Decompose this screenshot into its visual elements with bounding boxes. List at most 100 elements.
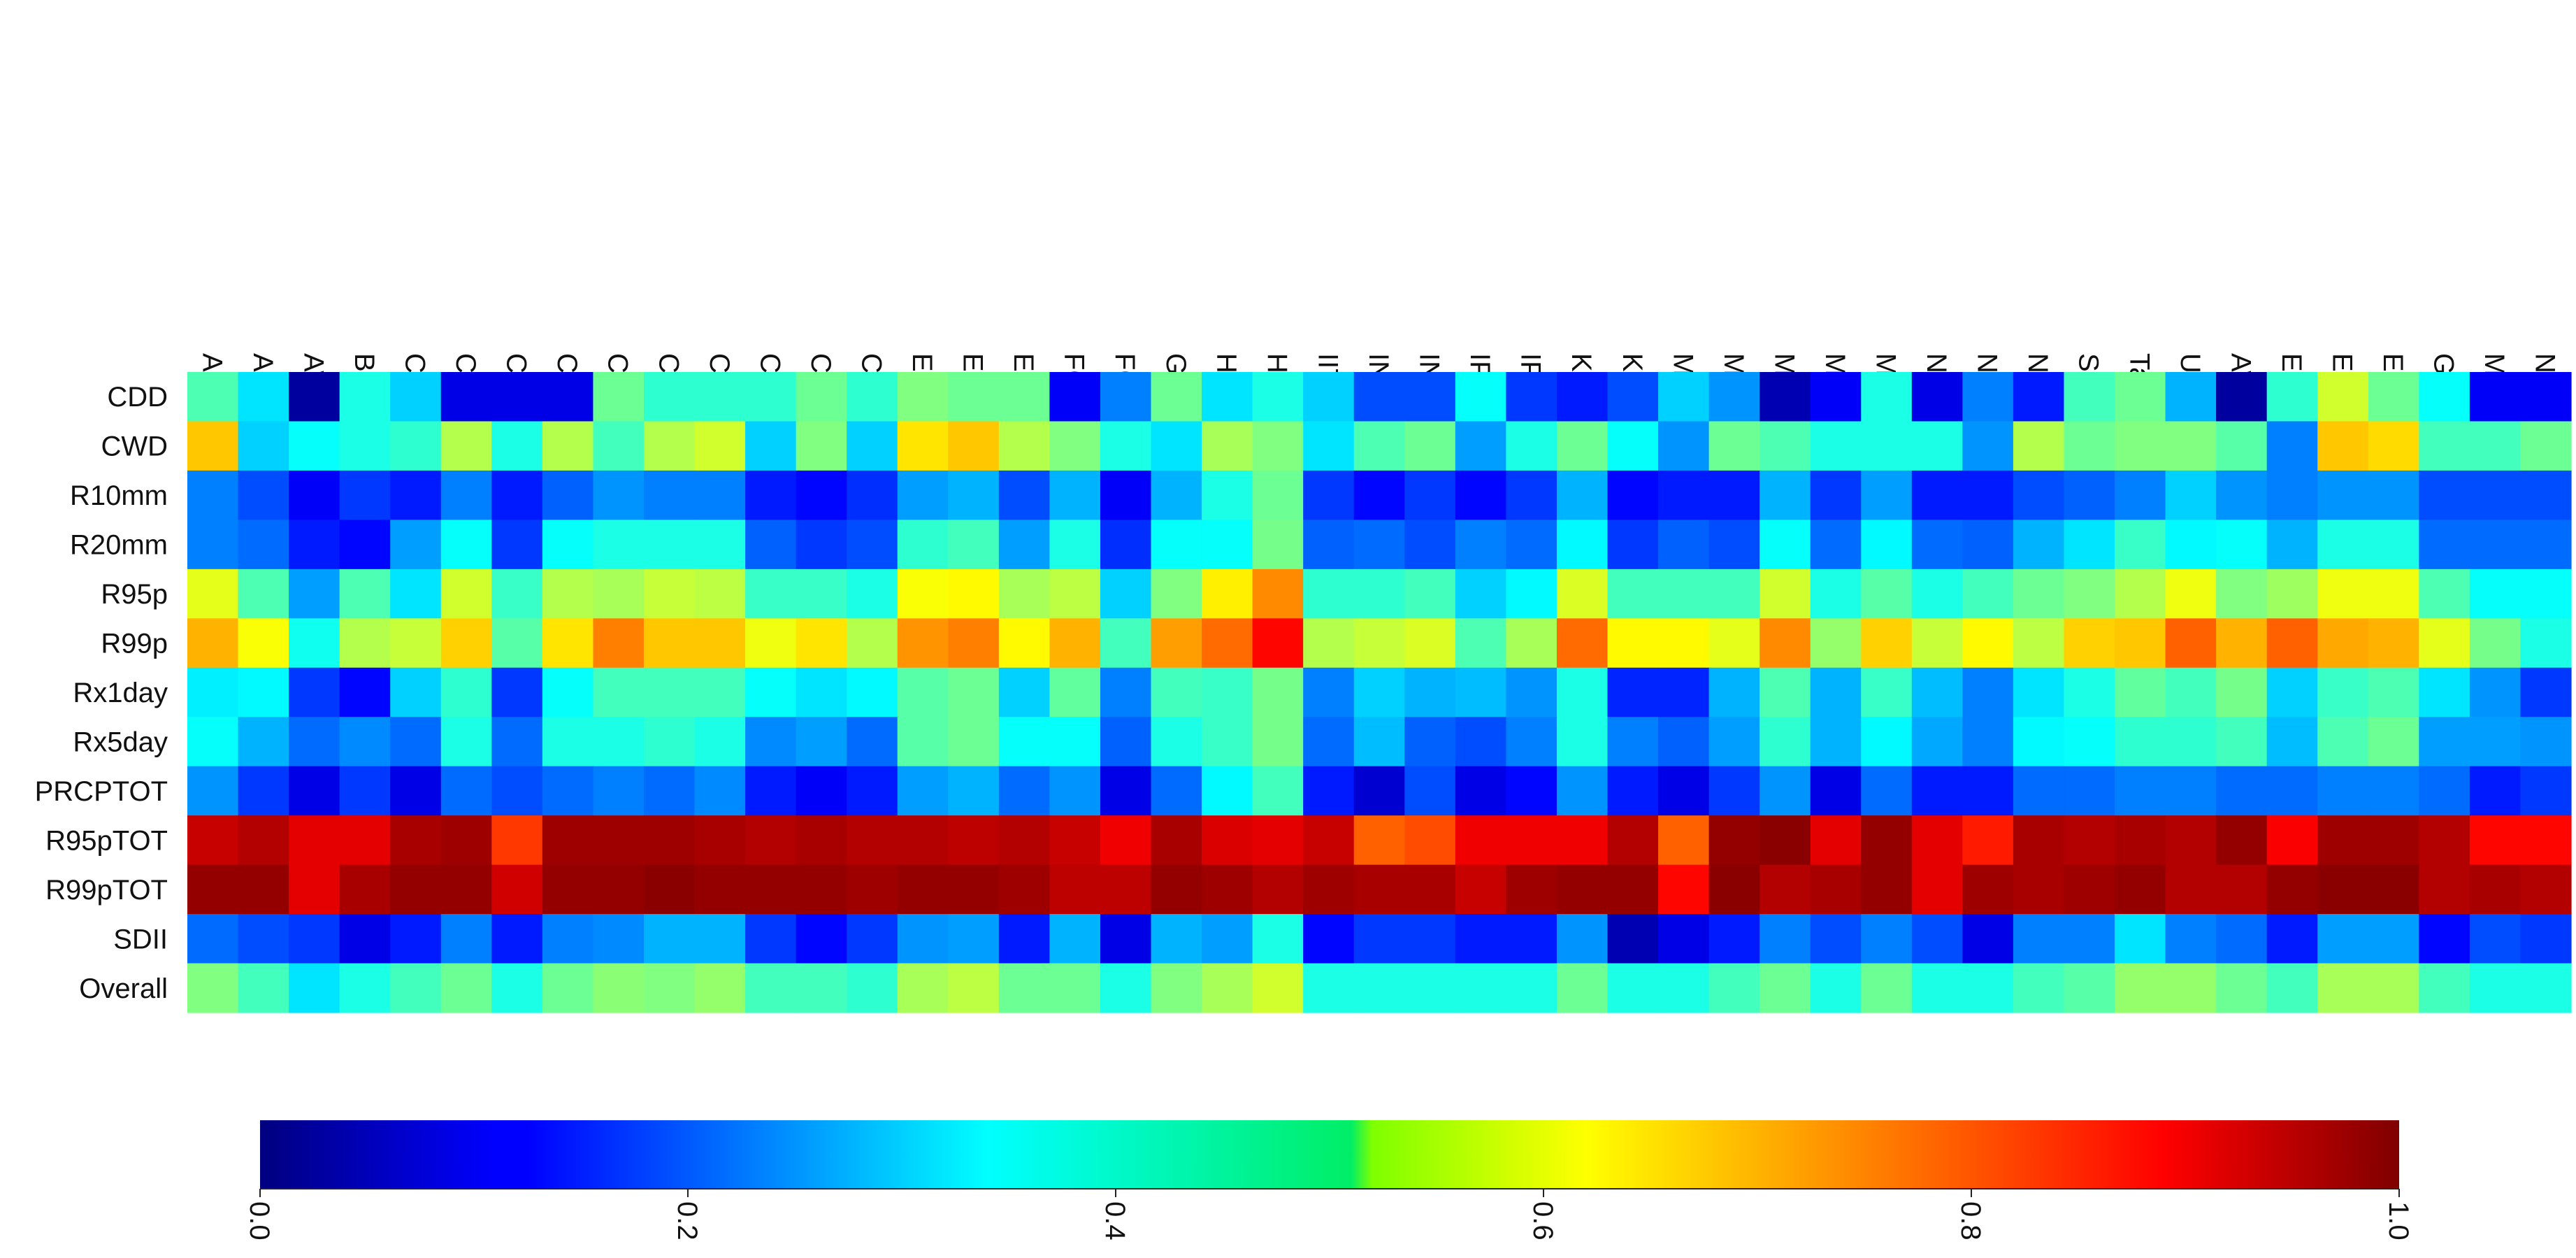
heatmap-cell [1760,766,1811,816]
heatmap-cell [1506,667,1557,717]
heatmap-cell [998,421,1050,471]
heatmap-cell [187,372,239,422]
heatmap-cell [1658,470,1710,520]
heatmap-cell [1760,618,1811,669]
heatmap-cell [593,569,645,619]
heatmap-cell [2368,766,2419,816]
heatmap-cell [2165,520,2217,570]
heatmap-cell [1810,667,1862,717]
heatmap-cell [643,470,696,520]
heatmap-cell [2317,421,2369,471]
heatmap-cell [745,815,797,866]
heatmap-cell [847,421,898,471]
heatmap-cell [2115,914,2166,964]
heatmap-cell [1911,618,1963,669]
heatmap-cell [2317,520,2369,570]
heatmap-cell [1100,864,1152,915]
heatmap-cell [1962,372,2014,422]
heatmap-cell [2419,717,2470,767]
heatmap-cell [2469,864,2521,915]
heatmap-cell [1760,963,1811,1013]
heatmap-cell [1658,618,1710,669]
heatmap-cell [1607,618,1659,669]
heatmap-cell [2013,717,2065,767]
heatmap-cell [289,914,340,964]
heatmap-cell [1708,963,1760,1013]
heatmap-cell [1151,470,1202,520]
heatmap-cell [1760,717,1811,767]
heatmap-cell [289,520,340,570]
heatmap-cell [2520,963,2572,1013]
heatmap-cell [2368,421,2419,471]
heatmap-cell [643,421,696,471]
heatmap-cell [440,618,492,669]
heatmap-cell [542,470,594,520]
heatmap-cell [1151,569,1202,619]
heatmap-cell [1100,667,1152,717]
heatmap-cell [1911,520,1963,570]
heatmap-cell [643,520,696,570]
heatmap-cell [2013,569,2065,619]
heatmap-cell [187,618,239,669]
heatmap-cell [2469,815,2521,866]
heatmap-cell [1962,470,2014,520]
heatmap-cell [694,569,746,619]
heatmap-cell [897,569,949,619]
heatmap-cell [2368,717,2419,767]
heatmap-cell [796,618,847,669]
heatmap-cell [1760,667,1811,717]
heatmap-cell [1506,914,1557,964]
heatmap-cell [796,766,847,816]
heatmap-cell [289,864,340,915]
row-label: Rx5day [73,727,168,758]
heatmap-cell [2013,766,2065,816]
heatmap-cell [643,864,696,915]
heatmap-cell [593,717,645,767]
heatmap-cell [542,520,594,570]
heatmap-cell [1049,618,1101,669]
row-label: CWD [101,431,168,462]
heatmap-cell [948,470,1000,520]
heatmap-cell [1861,717,1913,767]
heatmap-cell [1202,914,1253,964]
heatmap-cell [2419,914,2470,964]
heatmap-cell [1506,864,1557,915]
heatmap-cell [1810,914,1862,964]
heatmap-cell [948,372,1000,422]
heatmap-cell [1911,372,1963,422]
heatmap-cell [1404,618,1456,669]
heatmap-cell [897,667,949,717]
heatmap-cell [2368,520,2419,570]
heatmap-cell [1202,766,1253,816]
heatmap-cell [1303,717,1355,767]
heatmap-cell [745,667,797,717]
heatmap-cell [1962,421,2014,471]
heatmap-cell [238,766,289,816]
heatmap-cell [1911,569,1963,619]
heatmap-cell [238,914,289,964]
heatmap-cell [847,372,898,422]
heatmap-cell [1455,667,1506,717]
heatmap-cell [491,569,543,619]
heatmap-cell [187,470,239,520]
heatmap-cell [1658,766,1710,816]
heatmap-cell [643,618,696,669]
heatmap-cell [390,963,442,1013]
heatmap-cell [2266,372,2318,422]
heatmap-cell [593,667,645,717]
heatmap-cell [796,864,847,915]
heatmap-cell [1202,520,1253,570]
heatmap-cell [1303,963,1355,1013]
heatmap-cell [948,520,1000,570]
heatmap-cell [593,520,645,570]
heatmap-cell [187,766,239,816]
heatmap-cell [238,470,289,520]
heatmap-cell [2419,569,2470,619]
heatmap-cell [1708,667,1760,717]
colorbar-tick-label: 1.0 [2383,1201,2414,1241]
heatmap-cell [694,421,746,471]
heatmap-cell [2115,372,2166,422]
heatmap-cell [491,717,543,767]
heatmap-cell [998,470,1050,520]
heatmap-cell [440,569,492,619]
